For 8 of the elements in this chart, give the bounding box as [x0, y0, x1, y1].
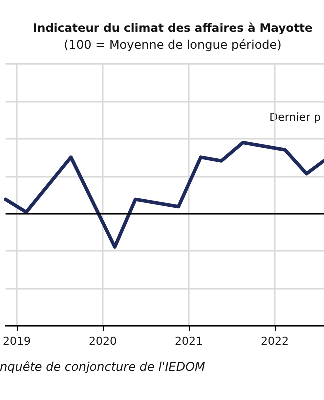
text: nquête de conjoncture de l'IEDOM	[0, 360, 206, 374]
x-tick-label: 2022	[260, 335, 289, 348]
x-tick-label: 2020	[88, 335, 117, 348]
text: Dernier p	[270, 111, 322, 124]
x-tick-label: 2021	[174, 335, 203, 348]
chart-title: Indicateur du climat des affaires à Mayotte	[33, 21, 313, 35]
chart-subtitle: (100 = Moyenne de longue période)	[64, 38, 282, 52]
x-tick-label: 2019	[2, 335, 31, 348]
